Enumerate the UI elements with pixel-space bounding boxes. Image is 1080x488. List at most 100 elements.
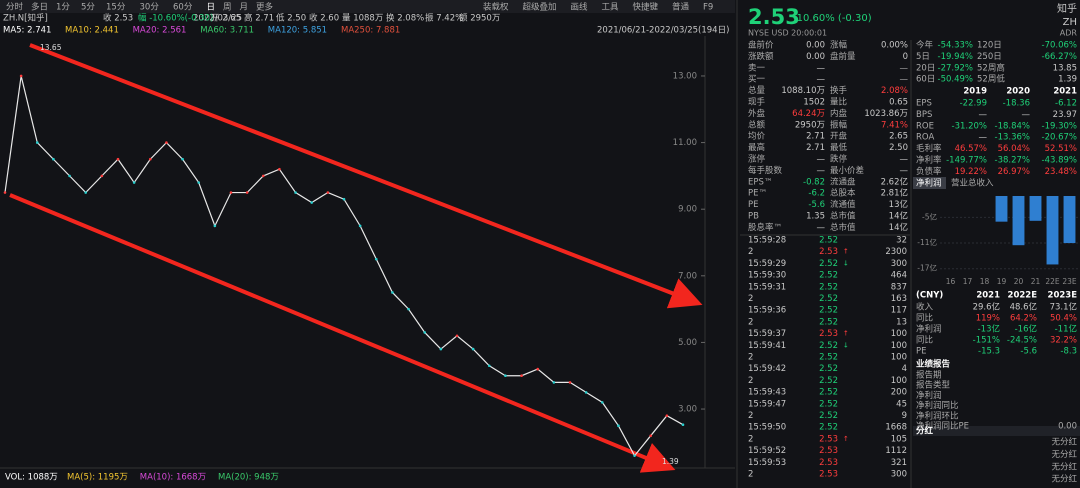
tool-tab[interactable]: 分时 (6, 2, 24, 13)
tool-tab[interactable]: 周 (223, 3, 232, 13)
trade-volume: 200 (891, 388, 907, 398)
trade-price: 2.52 (819, 411, 838, 421)
change: -10.60% (-0.30) (793, 13, 872, 24)
quote-info: 换 2.08% (386, 13, 424, 24)
forecast-header: (CNY) (916, 291, 943, 301)
fin-cell: 毛利率 (916, 143, 942, 154)
fin-cell: — (979, 110, 988, 120)
stat-cell: 2.71 (806, 132, 825, 142)
price-point (455, 334, 459, 338)
price-point (148, 157, 152, 161)
fin-cell: 23.97 (1053, 110, 1077, 120)
adr: ADR (1060, 29, 1078, 38)
fin-cell: -22.99 (960, 99, 987, 109)
trade-time: 15:59:28 (748, 236, 786, 246)
fin-cell: 负债率 (916, 166, 942, 177)
tool-tab[interactable]: 更多 (256, 2, 274, 13)
perf-cell: -19.94% (938, 52, 973, 62)
stat-cell: 现手 (748, 97, 766, 108)
stat-cell: 内盘 (830, 108, 848, 119)
stat-cell: 盘前量 (830, 51, 856, 62)
price-point (100, 174, 104, 178)
tool-button[interactable]: 装载权 (483, 2, 509, 13)
x-tick-label: 16 (946, 277, 956, 286)
trend-arrow (9, 193, 676, 473)
tab[interactable]: 营业总收入 (951, 178, 994, 189)
tool-button[interactable]: 超级叠加 (523, 2, 557, 13)
trade-price: 2.53 (819, 434, 838, 444)
trade-time: 15:59:52 (748, 446, 786, 456)
forecast-cell: 32.2% (1050, 336, 1077, 346)
high-label: 13.65 (40, 43, 62, 52)
tool-button[interactable]: F9 (703, 3, 713, 13)
tool-tab[interactable]: 1分 (56, 3, 70, 13)
bar (1046, 196, 1059, 265)
ma-legend: MA10: 2.441 (65, 26, 119, 36)
tool-button[interactable]: 画线 (571, 2, 589, 13)
y-tick-label: 3.00 (678, 405, 697, 415)
stat-cell: 流通盘 (830, 176, 856, 187)
trade-volume: 105 (891, 434, 907, 444)
trade-time: 15:59:36 (748, 306, 786, 316)
perf-cell: 今年 (916, 40, 934, 51)
tab[interactable]: 净利润 (916, 178, 942, 189)
tool-button[interactable]: 普通 (672, 2, 690, 13)
volume-legend: MA(5): 1195万 (67, 473, 128, 483)
fin-cell: 52.51% (1045, 144, 1077, 154)
fin-cell: 净利率 (916, 155, 942, 166)
trade-arrow: ↑ (843, 330, 849, 338)
stat-cell: 最高 (748, 142, 765, 153)
forecast-cell: -5.6 (1020, 347, 1037, 357)
stat-cell: 总量 (748, 85, 766, 96)
price-point (439, 347, 443, 351)
stat-cell: EPS™ (748, 177, 772, 187)
stat-cell: — (817, 75, 826, 85)
price-line (4, 75, 684, 457)
tool-tab[interactable]: 60分 (173, 3, 193, 13)
volume-legend: MA(10): 1668万 (140, 473, 206, 483)
trade-volume: 4 (902, 364, 907, 374)
section-title: 业绩报告 (916, 359, 951, 370)
trade-volume: 45 (896, 399, 907, 409)
trend-arrow (29, 43, 703, 309)
perf-cell: 1.39 (1058, 75, 1077, 85)
trade-volume: 163 (891, 294, 907, 304)
price-point (326, 191, 330, 194)
stat-cell: 卖一 (748, 63, 766, 73)
stat-cell: 64.24万 (792, 109, 825, 119)
tool-tab[interactable]: 5分 (81, 3, 95, 13)
stat-cell: -5.6 (808, 200, 825, 210)
stat-cell: 0.00 (806, 52, 825, 62)
tool-tab[interactable]: 15分 (106, 3, 126, 13)
quote-info: 幅 -10.60%(-0.30) (138, 13, 213, 24)
tool-tab[interactable]: 月 (240, 3, 249, 13)
trade-volume: 100 (891, 376, 907, 386)
fin-cell: 19.22% (955, 167, 987, 177)
price-point (600, 401, 604, 404)
trade-time: 2 (748, 411, 753, 421)
stat-cell: 总市值 (830, 211, 856, 222)
price-point (294, 191, 297, 194)
trade-price: 2.52 (819, 364, 838, 374)
price-point (342, 197, 346, 201)
trade-volume: 321 (891, 458, 907, 468)
perf-cell: -70.06% (1042, 41, 1077, 51)
stat-cell: 7.41% (881, 120, 908, 130)
forecast-cell: 64.2% (1010, 314, 1037, 324)
y-tick-label: 7.00 (678, 271, 697, 281)
fin-cell: ROE (916, 121, 934, 131)
bar (1029, 196, 1042, 221)
forecast-cell: -24.5% (1007, 336, 1037, 346)
bar (995, 196, 1008, 222)
tool-button[interactable]: 工具 (602, 3, 620, 13)
fin-cell: ROA (916, 133, 934, 143)
tool-button[interactable]: 快捷键 (633, 2, 659, 13)
fin-cell: EPS (916, 99, 932, 109)
low-label: 1.39 (662, 457, 679, 466)
tool-tab[interactable]: 30分 (140, 3, 160, 13)
tool-tab[interactable]: 日 (207, 3, 216, 13)
trade-arrow: ↑ (843, 435, 849, 443)
stat-cell: 最低 (830, 142, 848, 153)
tool-tab[interactable]: 多日 (31, 2, 48, 13)
forecast-cell: 29.6亿 (973, 302, 1000, 313)
